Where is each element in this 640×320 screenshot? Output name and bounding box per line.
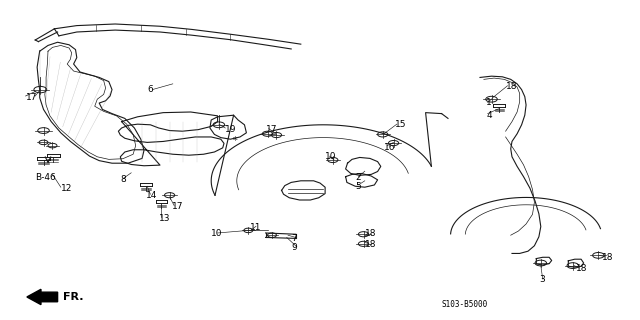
Text: 15: 15 <box>395 120 406 129</box>
Text: B-46: B-46 <box>35 173 56 182</box>
Text: 18: 18 <box>576 264 588 273</box>
Text: FR.: FR. <box>63 292 83 302</box>
Text: 3: 3 <box>540 276 545 284</box>
Text: 9: 9 <box>291 243 297 252</box>
Text: 1: 1 <box>486 98 492 107</box>
Text: 11: 11 <box>250 223 261 232</box>
Text: 10: 10 <box>211 229 223 238</box>
Text: 13: 13 <box>159 214 170 223</box>
Text: 17: 17 <box>26 93 37 102</box>
Text: S103-B5000: S103-B5000 <box>442 300 488 309</box>
Text: 16: 16 <box>384 143 396 152</box>
Text: 18: 18 <box>506 82 517 91</box>
Text: 5: 5 <box>355 182 361 191</box>
Text: 17: 17 <box>266 125 277 134</box>
Text: 18: 18 <box>365 229 376 238</box>
Text: 18: 18 <box>602 253 613 262</box>
Text: 18: 18 <box>365 240 376 249</box>
Text: 19: 19 <box>225 125 237 134</box>
Text: 12: 12 <box>61 184 72 193</box>
Text: 6: 6 <box>147 85 153 94</box>
Text: 7: 7 <box>291 234 297 243</box>
Text: 4: 4 <box>486 111 492 120</box>
Text: 2: 2 <box>355 173 361 182</box>
Text: 14: 14 <box>146 191 157 200</box>
Text: 17: 17 <box>172 202 183 211</box>
FancyArrow shape <box>27 289 58 305</box>
Text: 10: 10 <box>325 152 337 161</box>
Text: 8: 8 <box>120 175 126 184</box>
Text: *: * <box>233 136 238 147</box>
